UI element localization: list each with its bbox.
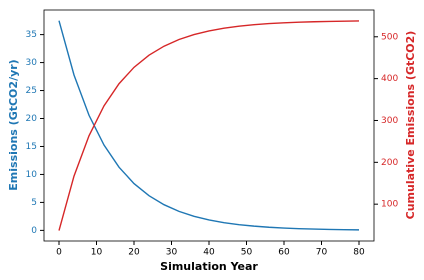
x-tick-label: 20 <box>128 248 140 258</box>
y2-tick-label: 400 <box>381 74 398 84</box>
y-tick-label: 25 <box>26 86 37 96</box>
x-tick-label: 30 <box>166 248 178 258</box>
y2-tick-label: 100 <box>381 200 398 210</box>
y-tick-label: 20 <box>26 114 38 124</box>
x-tick-label: 10 <box>91 248 103 258</box>
x-tick-label: 40 <box>203 248 215 258</box>
plot-frame <box>43 9 375 242</box>
series-line <box>58 20 360 231</box>
x-tick-label: 0 <box>56 248 62 258</box>
y2-tick-label: 500 <box>381 32 398 42</box>
x-axis-label: Simulation Year <box>160 260 258 273</box>
y2-axis-label: Cumulative Emissions (GtCO2) <box>404 31 417 220</box>
y-axis-label: Emissions (GtCO2/yr) <box>7 59 20 190</box>
series-line <box>58 20 360 231</box>
x-tick-label: 80 <box>353 248 365 258</box>
y2-tick-label: 200 <box>381 158 398 168</box>
y-tick-label: 10 <box>26 170 38 180</box>
y-tick-label: 0 <box>31 226 37 236</box>
y-tick-label: 35 <box>26 30 37 40</box>
y2-tick-label: 300 <box>381 116 398 126</box>
y-tick-label: 15 <box>26 142 37 152</box>
x-tick-label: 60 <box>278 248 290 258</box>
y-tick-label: 30 <box>26 58 38 68</box>
y-tick-label: 5 <box>31 198 37 208</box>
x-tick-label: 50 <box>241 248 253 258</box>
x-tick-label: 70 <box>316 248 328 258</box>
